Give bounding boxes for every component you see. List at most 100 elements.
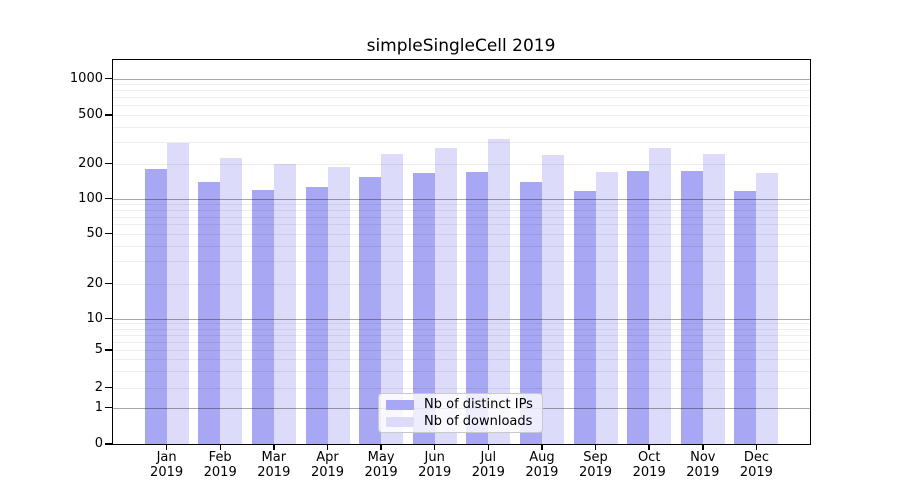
y-tick-mark-2 (105, 386, 112, 389)
y-tick-mark-1 (105, 406, 112, 409)
y-tick-label: 5 (94, 342, 103, 357)
y-tick-label: 20 (86, 275, 103, 291)
minor-gridline-7 (113, 334, 810, 336)
x-tick-year: 2019 (203, 465, 237, 480)
x-tick-label-jul: Jul 2019 (458, 450, 518, 480)
minor-gridline-30 (113, 261, 810, 263)
x-tick-label-apr: Apr 2019 (298, 450, 358, 480)
bar-downloads-jan (166, 143, 189, 444)
legend-label-downloads: Nb of downloads (424, 414, 533, 429)
x-tick-label-dec: Dec 2019 (726, 450, 786, 480)
major-gridline-1000 (113, 78, 810, 80)
x-tick-label-oct: Oct 2019 (619, 450, 679, 480)
x-tick-month: Jan (156, 450, 177, 465)
bar-distinct-ips-jul (466, 172, 489, 444)
y-tick-label: 0 (94, 436, 103, 451)
bar-downloads-mar (273, 163, 296, 444)
bar-distinct-ips-feb (198, 181, 221, 444)
x-tick-year: 2019 (418, 465, 452, 480)
x-tick-month: Apr (316, 450, 339, 465)
x-tick-month: Nov (690, 450, 716, 465)
minor-gridline-300 (113, 142, 810, 143)
x-tick-mark-dec (755, 444, 758, 450)
x-tick-label-feb: Feb 2019 (190, 450, 250, 480)
minor-gridline-5 (113, 350, 810, 351)
major-gridline-10 (113, 318, 810, 320)
x-tick-mark-apr (326, 444, 329, 450)
bar-distinct-ips-aug (519, 181, 542, 444)
bar-downloads-aug (541, 154, 564, 444)
x-tick-month: Mar (261, 450, 287, 465)
bar-distinct-ips-may (359, 176, 382, 444)
bar-distinct-ips-apr (305, 186, 328, 444)
x-tick-mark-jan (165, 444, 168, 450)
bar-distinct-ips-sep (573, 191, 596, 444)
minor-gridline-90 (113, 203, 810, 205)
x-tick-year: 2019 (739, 465, 773, 480)
bar-downloads-may (381, 154, 404, 444)
x-tick-label-jun: Jun 2019 (405, 450, 465, 480)
x-tick-mark-jul (487, 444, 490, 450)
y-tick-mark-20 (105, 282, 112, 285)
x-tick-label-sep: Sep 2019 (566, 450, 626, 480)
minor-gridline-4 (113, 359, 810, 361)
bar-distinct-ips-jan (144, 169, 167, 444)
x-tick-year: 2019 (632, 465, 666, 480)
minor-gridline-400 (113, 126, 810, 128)
x-tick-mark-may (380, 444, 382, 450)
y-tick-mark-50 (105, 232, 112, 235)
x-tick-label-nov: Nov 2019 (673, 450, 733, 480)
minor-gridline-80 (113, 209, 810, 211)
bar-distinct-ips-dec (734, 191, 757, 444)
y-tick-label: 2 (94, 379, 103, 395)
minor-gridline-9 (113, 323, 810, 325)
y-tick-mark-5 (105, 349, 112, 351)
x-tick-mark-mar (273, 444, 275, 450)
minor-gridline-2 (113, 387, 810, 389)
bar-distinct-ips-jun (412, 172, 435, 444)
minor-gridline-700 (113, 97, 810, 99)
x-tick-label-mar: Mar 2019 (244, 450, 304, 480)
x-tick-mark-oct (648, 444, 650, 450)
legend-row-distinct-ips: Nb of distinct IPs (386, 397, 542, 412)
y-tick-mark-10 (105, 317, 112, 320)
x-tick-month: Dec (743, 450, 769, 465)
x-tick-month: Oct (637, 450, 661, 465)
minor-gridline-600 (113, 105, 810, 107)
y-tick-label: 100 (78, 190, 103, 206)
y-tick-mark-0 (105, 443, 112, 445)
x-tick-year: 2019 (364, 465, 398, 480)
x-tick-mark-aug (541, 444, 543, 450)
y-tick-label: 1 (94, 399, 103, 415)
legend: Nb of distinct IPs Nb of downloads (378, 393, 543, 433)
y-tick-label: 200 (78, 155, 103, 171)
minor-gridline-500 (113, 115, 810, 116)
minor-gridline-800 (113, 90, 810, 92)
y-tick-label: 500 (78, 107, 103, 122)
bar-downloads-dec (756, 173, 779, 444)
minor-gridline-200 (113, 163, 810, 165)
bar-downloads-jun (434, 147, 457, 444)
x-tick-label-jan: Jan 2019 (137, 450, 197, 480)
legend-row-downloads: Nb of downloads (386, 414, 542, 429)
minor-gridline-40 (113, 245, 810, 247)
x-tick-year: 2019 (525, 465, 559, 480)
chart-title: simpleSingleCell 2019 (366, 36, 556, 56)
bar-downloads-apr (327, 166, 350, 444)
y-tick-mark-200 (105, 162, 112, 165)
minor-gridline-3 (113, 370, 810, 372)
x-tick-month: Jun (424, 450, 445, 465)
x-tick-mark-nov (702, 444, 704, 450)
x-tick-mark-jun (433, 444, 436, 450)
x-tick-label-may: May 2019 (351, 450, 411, 480)
x-tick-month: May (367, 450, 395, 465)
y-tick-mark-1000 (105, 77, 112, 80)
x-tick-year: 2019 (150, 465, 184, 480)
x-tick-year: 2019 (471, 465, 505, 480)
legend-label-distinct-ips: Nb of distinct IPs (424, 397, 533, 412)
y-tick-label: 50 (86, 225, 103, 241)
bar-downloads-jul (488, 139, 511, 444)
x-tick-year: 2019 (257, 465, 291, 480)
y-tick-mark-500 (105, 114, 112, 116)
